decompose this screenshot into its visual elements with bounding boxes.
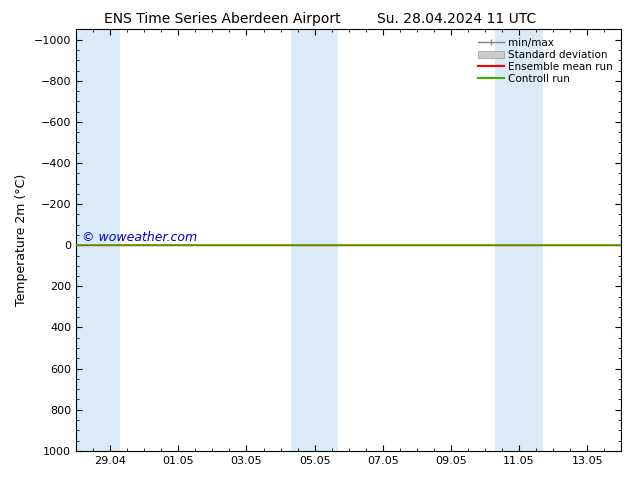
Bar [519,29,543,451]
Bar [314,29,339,451]
Text: Su. 28.04.2024 11 UTC: Su. 28.04.2024 11 UTC [377,12,536,26]
Y-axis label: Temperature 2m (°C): Temperature 2m (°C) [15,174,29,306]
Text: © woweather.com: © woweather.com [82,231,197,245]
Bar [495,29,519,451]
Bar [76,29,120,451]
Legend: min/max, Standard deviation, Ensemble mean run, Controll run: min/max, Standard deviation, Ensemble me… [475,35,616,87]
Text: ENS Time Series Aberdeen Airport: ENS Time Series Aberdeen Airport [103,12,340,26]
Bar [291,29,314,451]
